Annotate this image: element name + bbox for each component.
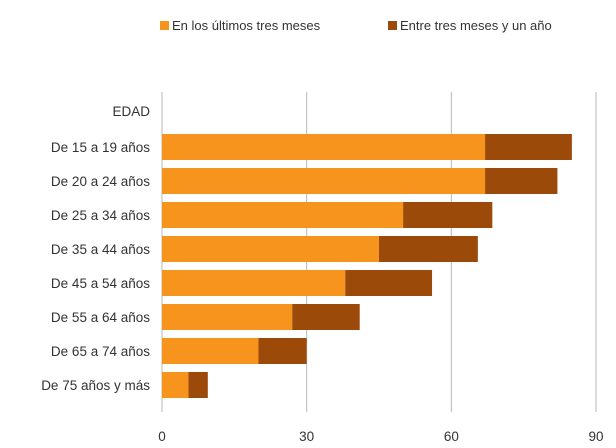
bar-segment-series-2 xyxy=(292,304,360,330)
x-axis-ticks: 0 30 60 90 xyxy=(158,429,603,444)
bar-segment-series-1 xyxy=(162,236,379,262)
legend-label-1: En los últimos tres meses xyxy=(172,18,321,33)
x-tick-label: 90 xyxy=(588,429,603,444)
x-tick-label: 60 xyxy=(444,429,459,444)
legend-label-2: Entre tres meses y un año xyxy=(400,18,552,33)
bar-segment-series-2 xyxy=(379,236,478,262)
bar-segment-series-2 xyxy=(403,202,493,228)
legend-swatch-1 xyxy=(160,21,169,30)
x-tick-label: 30 xyxy=(299,429,314,444)
bar-segment-series-1 xyxy=(162,134,486,160)
category-label: De 65 a 74 años xyxy=(51,344,150,359)
bar-segment-series-1 xyxy=(162,270,346,296)
legend: En los últimos tres meses Entre tres mese… xyxy=(160,18,552,33)
bar-segment-series-1 xyxy=(162,168,486,194)
category-label: De 45 a 54 años xyxy=(51,276,150,291)
bar-segment-series-1 xyxy=(162,202,404,228)
bar-segment-series-1 xyxy=(162,304,293,330)
category-header: EDAD xyxy=(112,104,150,119)
category-label: De 20 a 24 años xyxy=(51,174,150,189)
legend-swatch-2 xyxy=(388,21,397,30)
category-label: De 15 a 19 años xyxy=(51,140,150,155)
bar-segment-series-2 xyxy=(258,338,307,364)
category-label: De 25 a 34 años xyxy=(51,208,150,223)
bar-segment-series-1 xyxy=(162,338,259,364)
bar-segment-series-1 xyxy=(162,372,189,398)
bar-segment-series-2 xyxy=(345,270,433,296)
category-labels: EDAD De 15 a 19 años De 20 a 24 años De 25 … xyxy=(41,104,150,393)
x-tick-label: 0 xyxy=(158,429,166,444)
bar-segment-series-2 xyxy=(485,168,558,194)
category-label: De 55 a 64 años xyxy=(51,310,150,325)
category-label: De 75 años y más xyxy=(41,378,150,393)
category-label: De 35 a 44 años xyxy=(51,242,150,257)
bars xyxy=(162,134,572,398)
bar-segment-series-2 xyxy=(188,372,208,398)
bar-segment-series-2 xyxy=(485,134,572,160)
